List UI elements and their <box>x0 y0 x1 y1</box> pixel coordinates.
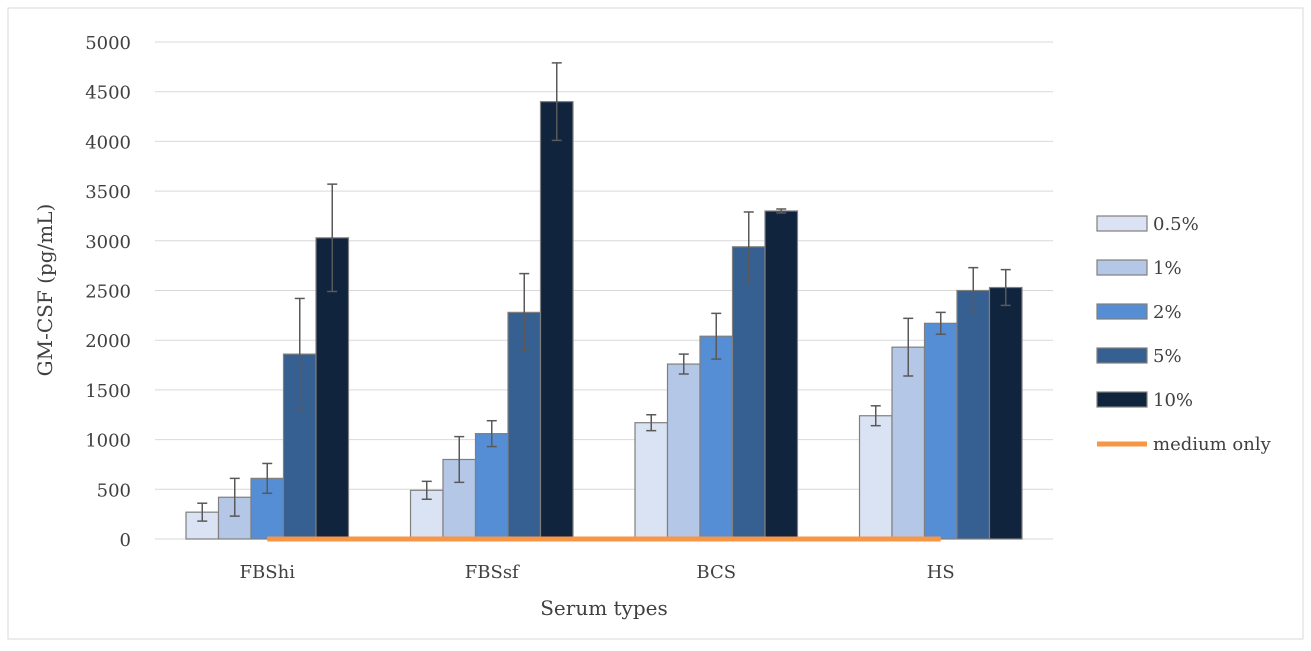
x-tick-label: BCS <box>696 562 736 583</box>
x-axis-tick-labels: FBShi FBSsf BCS HS <box>240 562 955 583</box>
y-axis-tick-labels: 0 500 1000 1500 2000 2500 3000 3500 4000 4500 5000 <box>85 33 131 551</box>
legend-label: 2% <box>1153 302 1182 323</box>
y-tick-label: 3000 <box>85 232 131 253</box>
chart-border <box>7 7 1304 640</box>
bar <box>891 346 926 540</box>
legend-label: 5% <box>1153 346 1182 367</box>
x-tick-label: FBSsf <box>465 562 520 583</box>
y-tick-label: 4000 <box>85 132 131 153</box>
bar <box>539 101 574 540</box>
bar <box>956 289 991 540</box>
legend-swatch <box>1096 347 1148 364</box>
legend-label: 0.5% <box>1153 214 1199 235</box>
y-tick-label: 5000 <box>85 33 131 54</box>
legend-label: medium only <box>1153 434 1272 455</box>
bar <box>923 322 958 540</box>
legend-label: 1% <box>1153 258 1182 279</box>
bar <box>634 422 669 540</box>
bar <box>699 335 734 540</box>
bar <box>666 363 701 540</box>
legend-swatch <box>1096 303 1148 320</box>
bar <box>474 433 509 540</box>
y-tick-label: 500 <box>97 480 131 501</box>
legend: 0.5% 1% 2% 5% 10% medium only <box>1096 214 1272 455</box>
bar <box>988 286 1023 540</box>
y-tick-label: 3500 <box>85 182 131 203</box>
y-tick-label: 1500 <box>85 381 131 402</box>
bar <box>858 415 893 540</box>
legend-label: 10% <box>1153 390 1193 411</box>
y-axis-title: GM-CSF (pg/mL) <box>33 204 57 377</box>
y-tick-label: 2500 <box>85 282 131 303</box>
legend-swatch <box>1096 391 1148 408</box>
error-bars <box>197 62 1011 522</box>
y-tick-label: 4500 <box>85 83 131 104</box>
legend-swatch <box>1096 259 1148 276</box>
y-tick-label: 0 <box>120 530 131 551</box>
y-tick-label: 1000 <box>85 431 131 452</box>
x-tick-label: HS <box>927 562 955 583</box>
x-tick-label: FBShi <box>240 562 296 583</box>
y-tick-label: 2000 <box>85 331 131 352</box>
legend-swatch <box>1096 215 1148 232</box>
bar <box>731 246 766 540</box>
bar <box>764 210 799 540</box>
x-axis-title: Serum types <box>540 596 668 620</box>
